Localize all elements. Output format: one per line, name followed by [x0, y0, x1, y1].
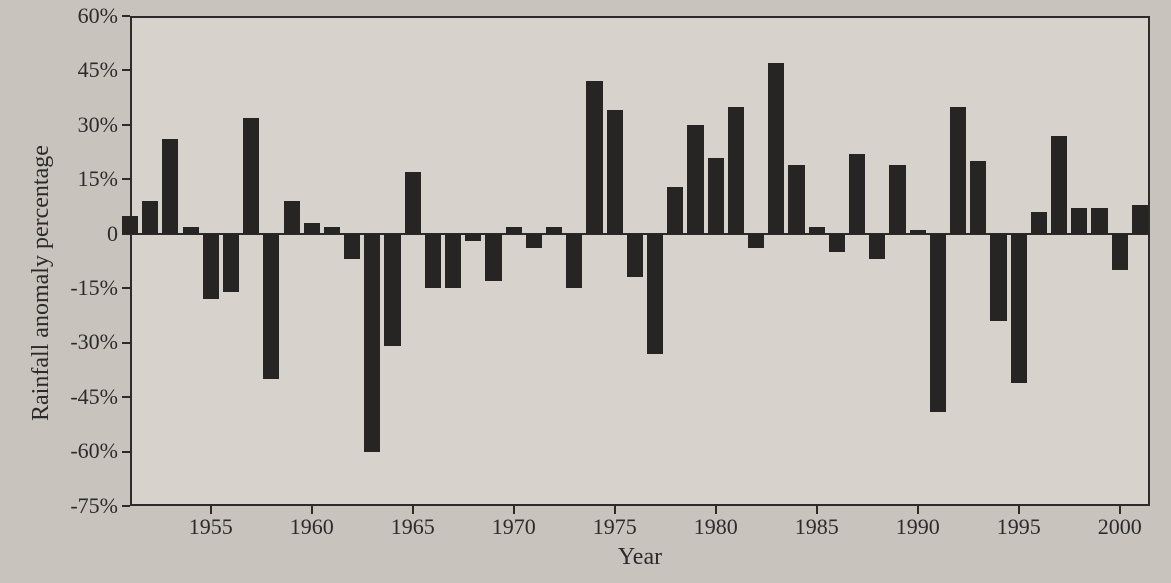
data-bar: [950, 107, 966, 234]
data-bar: [405, 172, 421, 234]
y-tick-label: 60%: [42, 3, 118, 29]
data-bar: [526, 234, 542, 249]
y-tick: [122, 287, 130, 289]
y-tick-label: 45%: [42, 57, 118, 83]
y-tick: [122, 15, 130, 17]
data-bar: [930, 234, 946, 412]
data-bar: [485, 234, 501, 281]
x-tick-label: 1985: [795, 514, 839, 540]
data-bar: [1112, 234, 1128, 270]
x-axis-label: Year: [130, 544, 1150, 571]
y-tick: [122, 124, 130, 126]
data-bar: [122, 216, 138, 234]
x-tick-label: 1980: [694, 514, 738, 540]
y-tick-label: -15%: [42, 275, 118, 301]
x-tick: [917, 506, 919, 514]
data-bar: [203, 234, 219, 299]
data-bar: [990, 234, 1006, 321]
data-bar: [748, 234, 764, 249]
y-tick: [122, 396, 130, 398]
x-tick-label: 1990: [896, 514, 940, 540]
data-bar: [445, 234, 461, 288]
data-bar: [465, 234, 481, 241]
y-tick: [122, 342, 130, 344]
data-bar: [546, 227, 562, 234]
data-bar: [910, 230, 926, 234]
data-bar: [162, 139, 178, 233]
data-bar: [627, 234, 643, 278]
data-bar: [425, 234, 441, 288]
data-bar: [1091, 208, 1107, 233]
y-tick: [122, 451, 130, 453]
x-tick: [1018, 506, 1020, 514]
y-tick-label: -60%: [42, 438, 118, 464]
x-tick: [816, 506, 818, 514]
x-tick-label: 2000: [1098, 514, 1142, 540]
y-tick: [122, 505, 130, 507]
y-tick-label: -30%: [42, 329, 118, 355]
data-bar: [304, 223, 320, 234]
data-bar: [324, 227, 340, 234]
x-tick: [311, 506, 313, 514]
x-tick-label: 1960: [290, 514, 334, 540]
x-tick-label: 1965: [391, 514, 435, 540]
data-bar: [970, 161, 986, 234]
y-tick: [122, 69, 130, 71]
data-bar: [284, 201, 300, 234]
y-tick-label: 15%: [42, 166, 118, 192]
data-bar: [223, 234, 239, 292]
data-bar: [687, 125, 703, 234]
data-bar: [1051, 136, 1067, 234]
data-bar: [768, 63, 784, 234]
y-tick-label: -45%: [42, 384, 118, 410]
data-bar: [788, 165, 804, 234]
data-bar: [384, 234, 400, 347]
data-bar: [708, 158, 724, 234]
chart-page: Rainfall anomaly percentage Year -75%-60…: [0, 0, 1171, 583]
data-bar: [1071, 208, 1087, 233]
x-tick: [210, 506, 212, 514]
data-bar: [869, 234, 885, 259]
data-bar: [344, 234, 360, 259]
x-tick: [614, 506, 616, 514]
x-tick-label: 1955: [189, 514, 233, 540]
data-bar: [849, 154, 865, 234]
data-bar: [1011, 234, 1027, 383]
data-bar: [829, 234, 845, 252]
data-bar: [889, 165, 905, 234]
data-bar: [1132, 205, 1148, 234]
y-tick: [122, 178, 130, 180]
x-tick-label: 1970: [492, 514, 536, 540]
data-bar: [667, 187, 683, 234]
x-tick: [513, 506, 515, 514]
x-tick: [715, 506, 717, 514]
data-bar: [809, 227, 825, 234]
data-bar: [364, 234, 380, 452]
y-tick-label: -75%: [42, 493, 118, 519]
data-bar: [263, 234, 279, 379]
data-bar: [728, 107, 744, 234]
x-tick: [1119, 506, 1121, 514]
data-bar: [1031, 212, 1047, 234]
data-bar: [142, 201, 158, 234]
data-bar: [586, 81, 602, 233]
x-tick-label: 1975: [593, 514, 637, 540]
y-tick-label: 0: [42, 221, 118, 247]
data-bar: [183, 227, 199, 234]
data-bar: [566, 234, 582, 288]
x-tick: [412, 506, 414, 514]
data-bar: [607, 110, 623, 233]
data-bar: [647, 234, 663, 354]
data-bar: [243, 118, 259, 234]
y-tick-label: 30%: [42, 112, 118, 138]
data-bar: [506, 227, 522, 234]
x-tick-label: 1995: [997, 514, 1041, 540]
